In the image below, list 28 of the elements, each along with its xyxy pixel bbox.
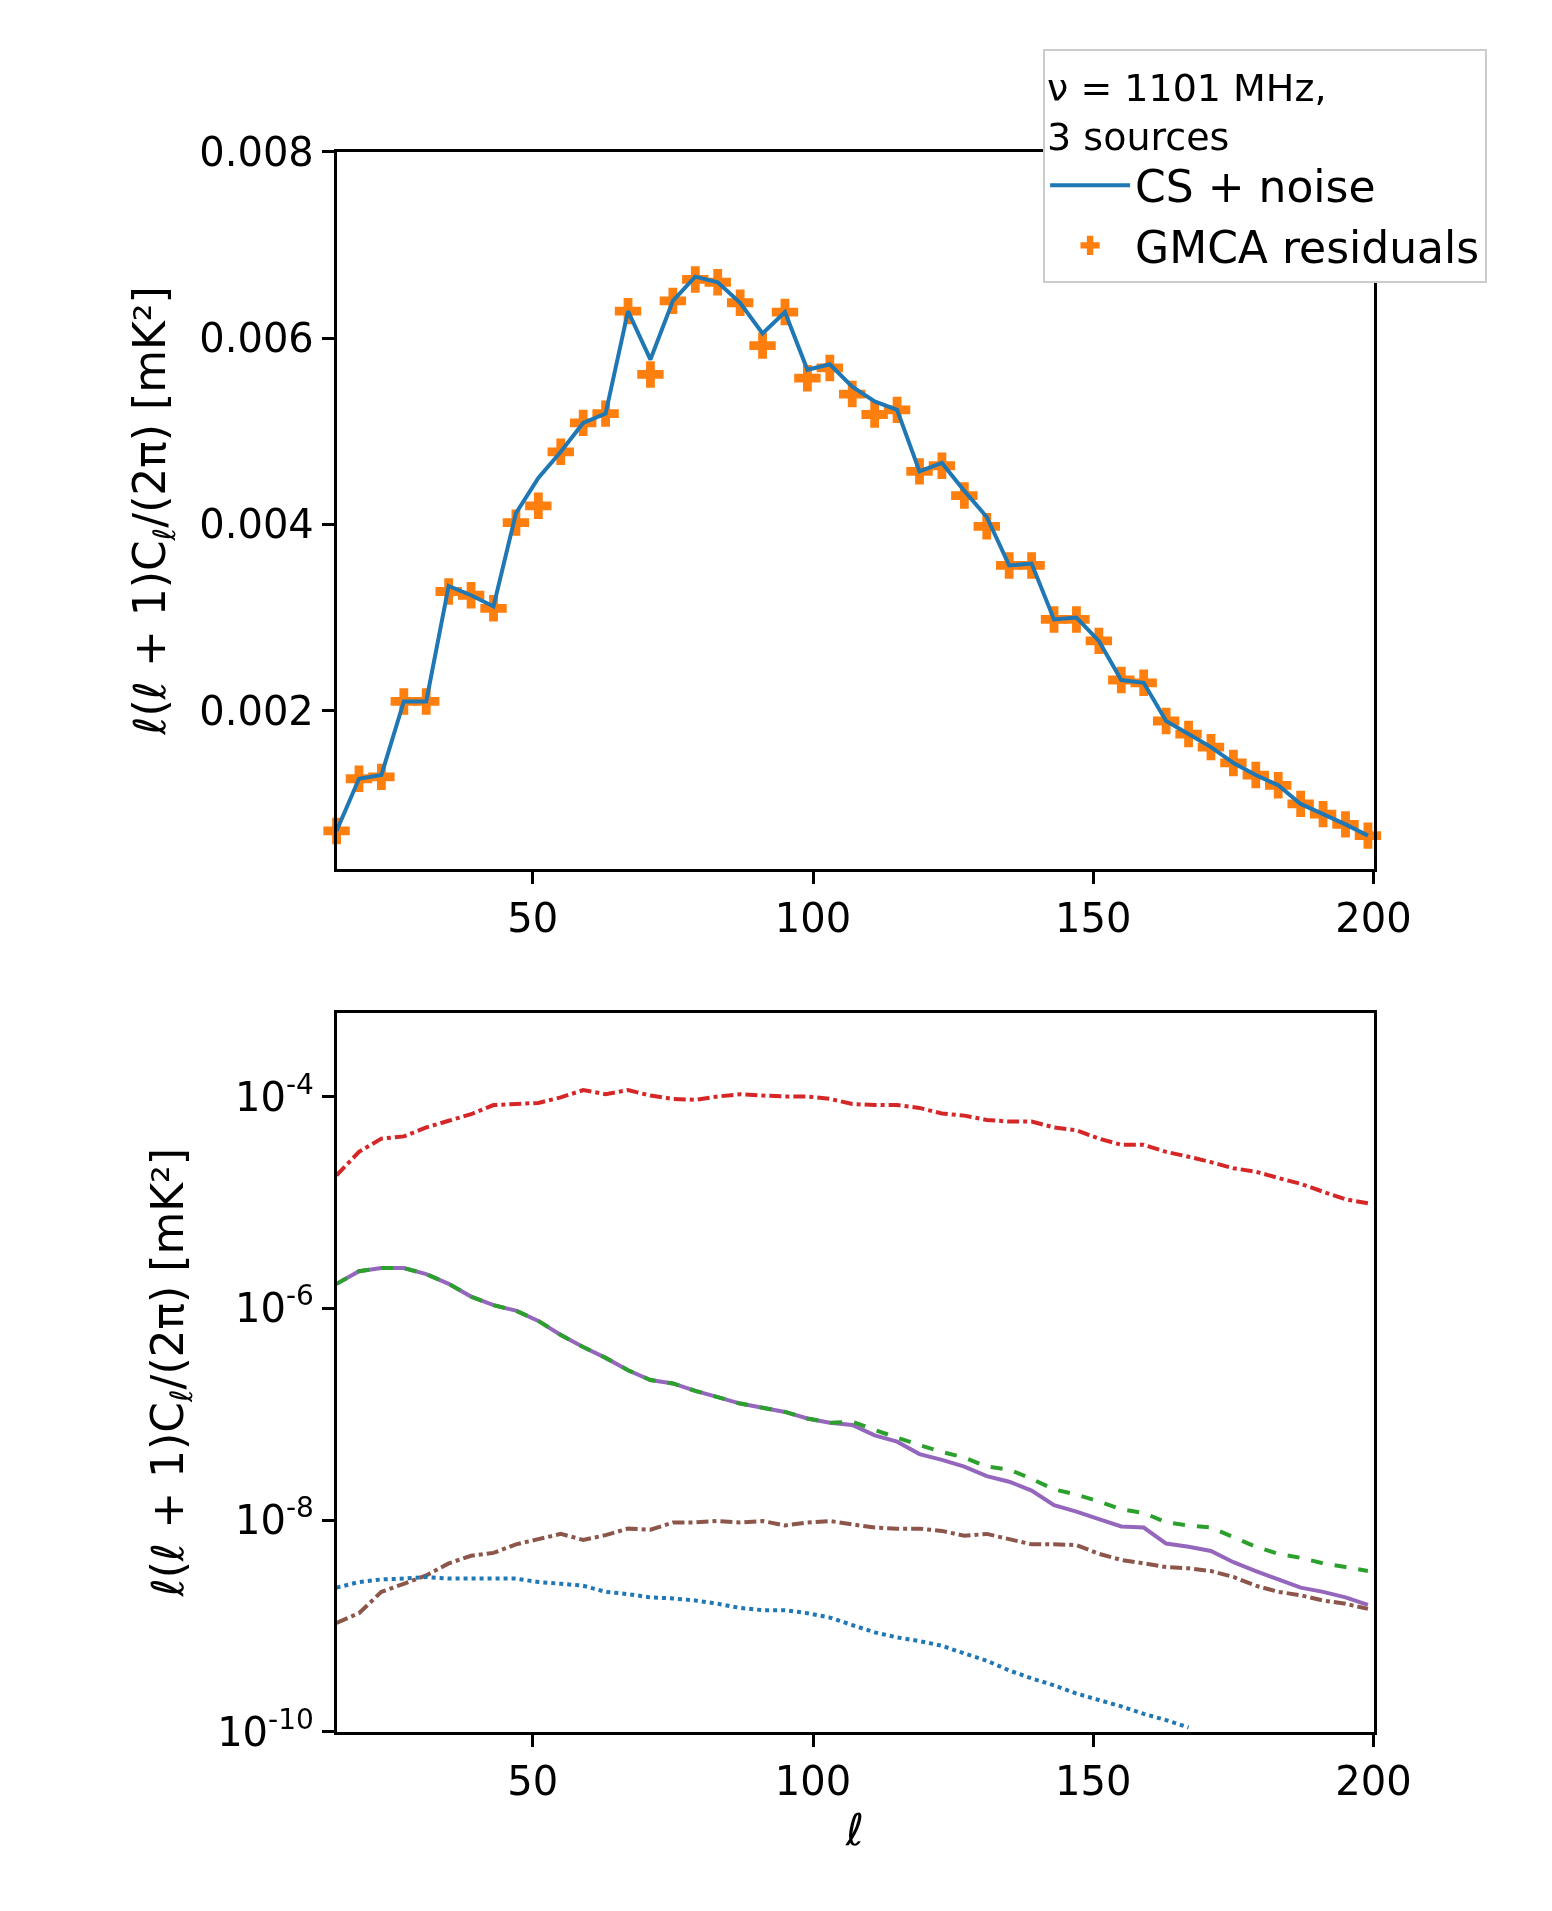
x-tick-label: 200 <box>1335 894 1412 941</box>
point <box>749 332 776 359</box>
legend-label: CS + noise <box>1135 161 1376 213</box>
y-tick-label: 0.004 <box>199 501 314 548</box>
x-axis-title: ℓ <box>844 1803 865 1855</box>
y-tick-label: 10$^{-8}$ <box>234 1491 314 1544</box>
x-tick-label: 50 <box>507 1757 559 1804</box>
x-tick-label: 200 <box>1335 1757 1412 1804</box>
legend-label: GMCA residuals <box>1135 221 1480 273</box>
x-tick-label: 50 <box>507 894 559 941</box>
y-tick-label: 0.002 <box>199 687 314 734</box>
x-tick-label: 100 <box>774 1757 852 1804</box>
legend-title: ν = 1101 MHz, 3 sources <box>1047 65 1327 160</box>
y-tick-label: 0.006 <box>199 315 314 362</box>
x-tick-label: 100 <box>774 894 852 941</box>
point <box>525 492 552 520</box>
point <box>794 364 821 392</box>
line-series <box>336 1574 1191 1730</box>
x-tick-label: 150 <box>1055 1757 1132 1804</box>
y-tick-label: 10$^{-6}$ <box>234 1279 314 1332</box>
y-tick-label: 10$^{-10}$ <box>217 1703 314 1755</box>
point <box>637 361 664 388</box>
point <box>861 401 888 428</box>
line-series <box>336 1088 1370 1206</box>
y-tick-label: 10$^{-4}$ <box>234 1067 314 1120</box>
line-series <box>336 1518 1370 1625</box>
x-tick-label: 150 <box>1055 894 1132 941</box>
y-tick-label: 0.008 <box>199 128 314 175</box>
